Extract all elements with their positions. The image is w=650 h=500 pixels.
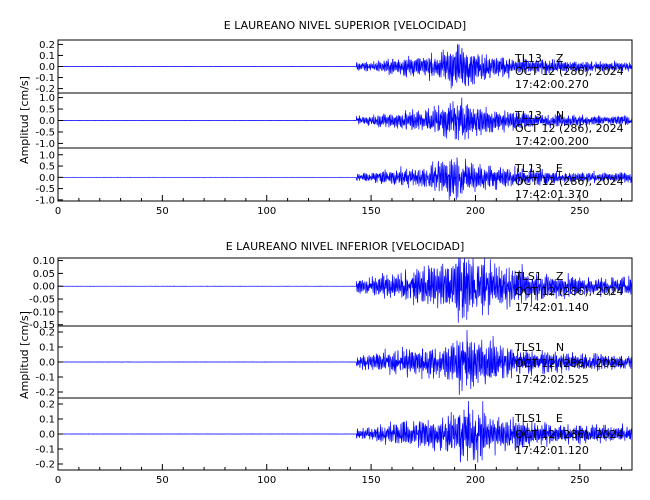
y-tick-label: 1.0 — [39, 150, 55, 161]
y-tick-label: 0.10 — [33, 256, 55, 267]
trace-label-date: OCT 12 (286), 2024 — [515, 285, 624, 298]
trace-waveform — [58, 97, 633, 141]
y-tick-label: 0.0 — [39, 173, 55, 184]
y-tick-label: 0.5 — [39, 105, 55, 116]
trace-label-date: OCT 12 (286), 2024 — [515, 357, 624, 370]
x-tick-label: 0 — [55, 206, 61, 217]
y-tick-label: -0.1 — [35, 445, 55, 456]
y-tick-label: -0.1 — [35, 73, 55, 84]
trace-label-date: OCT 12 (286), 2024 — [515, 175, 624, 188]
trace-waveform — [57, 329, 633, 396]
trace-waveform — [58, 157, 633, 200]
trace-label-time: 17:42:01.370 — [515, 188, 589, 201]
y-tick-label: -1.0 — [35, 139, 55, 150]
panel-superior-ylabel: Amplitud [cm/s] — [18, 76, 31, 164]
y-tick-label: -0.2 — [35, 460, 55, 471]
y-tick-label: 0.1 — [39, 343, 55, 354]
trace-label-station: TL13 E — [514, 162, 563, 175]
y-tick-label: 0.00 — [33, 282, 55, 293]
trace-tls1-z: 0.10 0.05 0.00 -0.05-0.10 -0.15 TLS1 Z OCT 12… — [29, 256, 633, 331]
trace-waveform — [58, 257, 633, 323]
panel-superior: E LAUREANO NIVEL SUPERIOR [VELOCIDAD] Am… — [18, 19, 633, 217]
trace-waveform — [57, 43, 633, 89]
y-tick-label: -0.05 — [29, 295, 55, 306]
y-ticks: 0.2 0.1 0.0 -0.1 -0.2 — [35, 328, 63, 399]
y-tick-label: -0.1 — [35, 373, 55, 384]
y-tick-label: 0.2 — [39, 328, 55, 339]
x-tick-label: 0 — [55, 475, 61, 486]
trace-tls1-n: 0.2 0.1 0.0 -0.1 -0.2 TLS1 N OCT 12 (286), 20… — [35, 325, 633, 399]
trace-label-time: 17:42:01.120 — [515, 444, 589, 457]
y-tick-label: -0.10 — [29, 307, 55, 318]
x-tick-label: 200 — [466, 475, 485, 486]
x-tick-label: 100 — [257, 475, 276, 486]
y-ticks: 0.20.10.0-0.1-0.2 — [35, 40, 63, 95]
x-tick-label: 250 — [570, 206, 589, 217]
y-tick-label: 0.1 — [39, 415, 55, 426]
y-tick-label: -0.2 — [35, 388, 55, 399]
x-tick-label: 100 — [257, 206, 276, 217]
trace-label-time: 17:42:01.140 — [515, 301, 589, 314]
x-tick-label: 200 — [466, 206, 485, 217]
trace-tl13-n: 1.00.50.0-0.5-1.0 TL13 N OCT 12 (286), 20… — [35, 92, 633, 150]
y-tick-label: 0.0 — [39, 62, 55, 73]
y-tick-label: -1.0 — [35, 195, 55, 206]
panel-inferior-title: E LAUREANO NIVEL INFERIOR [VELOCIDAD] — [226, 240, 465, 253]
y-ticks: 1.00.50.0-0.5-1.0 — [35, 93, 63, 150]
trace-label-station: TLS1 N — [514, 341, 564, 354]
y-tick-label: -0.15 — [29, 320, 55, 331]
trace-label-date: OCT 12 (286), 2024 — [515, 428, 624, 441]
trace-tls1-e: 0.2 0.1 0.0 -0.1 -0.2 TLS1 E OCT 12 (286), 20… — [35, 397, 633, 471]
y-tick-label: -0.5 — [35, 184, 55, 195]
y-tick-label: 0.5 — [39, 162, 55, 173]
panel-superior-title: E LAUREANO NIVEL SUPERIOR [VELOCIDAD] — [224, 19, 466, 32]
y-tick-label: 0.0 — [39, 358, 55, 369]
trace-label-station: TL13 N — [514, 109, 564, 122]
trace-waveform — [58, 400, 633, 463]
y-ticks: 1.00.50.0-0.5-1.0 — [35, 150, 63, 206]
panel-inferior: E LAUREANO NIVEL INFERIOR [VELOCIDAD] Am… — [18, 240, 633, 486]
x-tick-label: 50 — [156, 475, 169, 486]
y-tick-label: 0.2 — [39, 40, 55, 51]
trace-tl13-z: 0.20.10.0-0.1-0.2 TL13 Z OCT 12 (286), 20… — [35, 39, 633, 95]
y-tick-label: 0.0 — [39, 430, 55, 441]
trace-tl13-e: 1.00.50.0-0.5-1.0 TL13 E OCT 12 (286), 20… — [35, 147, 633, 206]
y-tick-label: 0.2 — [39, 400, 55, 411]
y-tick-label: 1.0 — [39, 93, 55, 104]
trace-frame — [57, 147, 633, 202]
trace-label-date: OCT 12 (286), 2024 — [515, 122, 624, 135]
y-tick-label: -0.5 — [35, 127, 55, 138]
x-tick-label: 50 — [156, 206, 169, 217]
y-tick-label: 0.1 — [39, 51, 55, 62]
trace-label-time: 17:42:00.200 — [515, 135, 589, 148]
y-ticks: 0.2 0.1 0.0 -0.1 -0.2 — [35, 400, 63, 471]
trace-label-time: 17:42:02.525 — [515, 373, 589, 386]
panel-inferior-ylabel: Amplitud [cm/s] — [18, 311, 31, 399]
x-tick-label: 150 — [362, 475, 381, 486]
x-tick-label: 250 — [570, 475, 589, 486]
x-tick-label: 150 — [362, 206, 381, 217]
x-axis: 0 50 100 150 200 250 — [55, 464, 623, 486]
trace-label-station: TLS1 E — [514, 412, 563, 425]
trace-label-station: TL13 Z — [514, 52, 564, 65]
y-tick-label: 0.0 — [39, 116, 55, 127]
y-tick-label: -0.2 — [35, 84, 55, 95]
trace-label-date: OCT 12 (286), 2024 — [515, 65, 624, 78]
trace-label-station: TLS1 Z — [514, 270, 564, 283]
x-axis: 0 50 100 150 200 250 — [55, 195, 623, 217]
y-tick-label: 0.05 — [33, 269, 55, 280]
trace-label-time: 17:42:00.270 — [515, 78, 589, 91]
y-ticks: 0.10 0.05 0.00 -0.05-0.10 -0.15 — [29, 256, 63, 331]
